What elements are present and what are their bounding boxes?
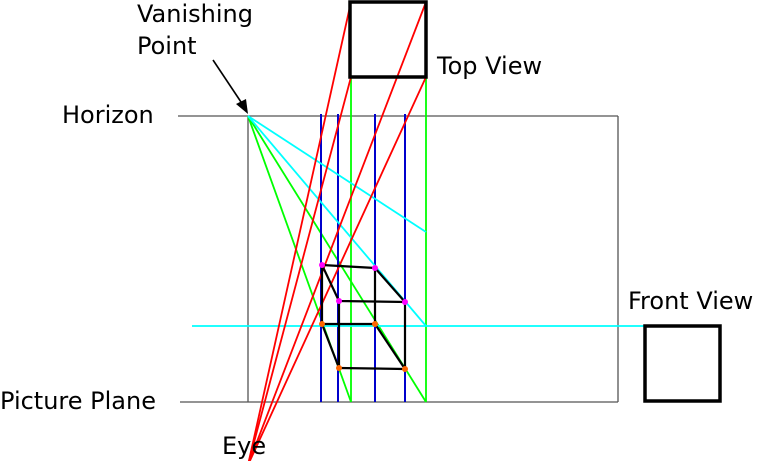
far-point-2 — [372, 265, 378, 271]
horizon-label: Horizon — [62, 101, 154, 129]
red-ray-4 — [248, 76, 427, 461]
vertical-projector-lines — [320, 114, 406, 402]
eye-ray-lines — [247, 1, 427, 461]
far-point-1 — [319, 262, 325, 268]
frame-lines — [178, 115, 619, 403]
red-ray-2 — [248, 76, 352, 461]
perspective-box-outline — [320, 263, 408, 371]
near-point-2 — [372, 321, 378, 327]
box-edge-3 — [338, 366, 406, 371]
intersection-points — [319, 262, 408, 372]
red-ray-1 — [247, 1, 352, 461]
box-edge-4 — [374, 323, 406, 370]
box-edge-2 — [320, 323, 341, 369]
vanishing-point-label-line2: Point — [137, 32, 197, 60]
front-view-label: Front View — [628, 287, 753, 315]
near-point-1 — [319, 321, 325, 327]
top-view-square — [348, 0, 428, 79]
eye-label: Eye — [222, 432, 266, 460]
box-top-face — [320, 263, 408, 304]
cyan-ray-2 — [247, 115, 427, 233]
near-point-3 — [336, 365, 342, 371]
far-point-3 — [336, 298, 342, 304]
top-view-label: Top View — [436, 52, 542, 80]
picture-plane-label: Picture Plane — [0, 387, 156, 415]
front-view-square — [643, 324, 722, 403]
red-ray-3 — [248, 1, 427, 461]
near-point-4 — [402, 366, 408, 372]
far-point-4 — [402, 299, 408, 305]
vanishing-point-label-line1: Vanishing — [137, 0, 253, 28]
vanishing-point-arrow — [212, 59, 248, 114]
